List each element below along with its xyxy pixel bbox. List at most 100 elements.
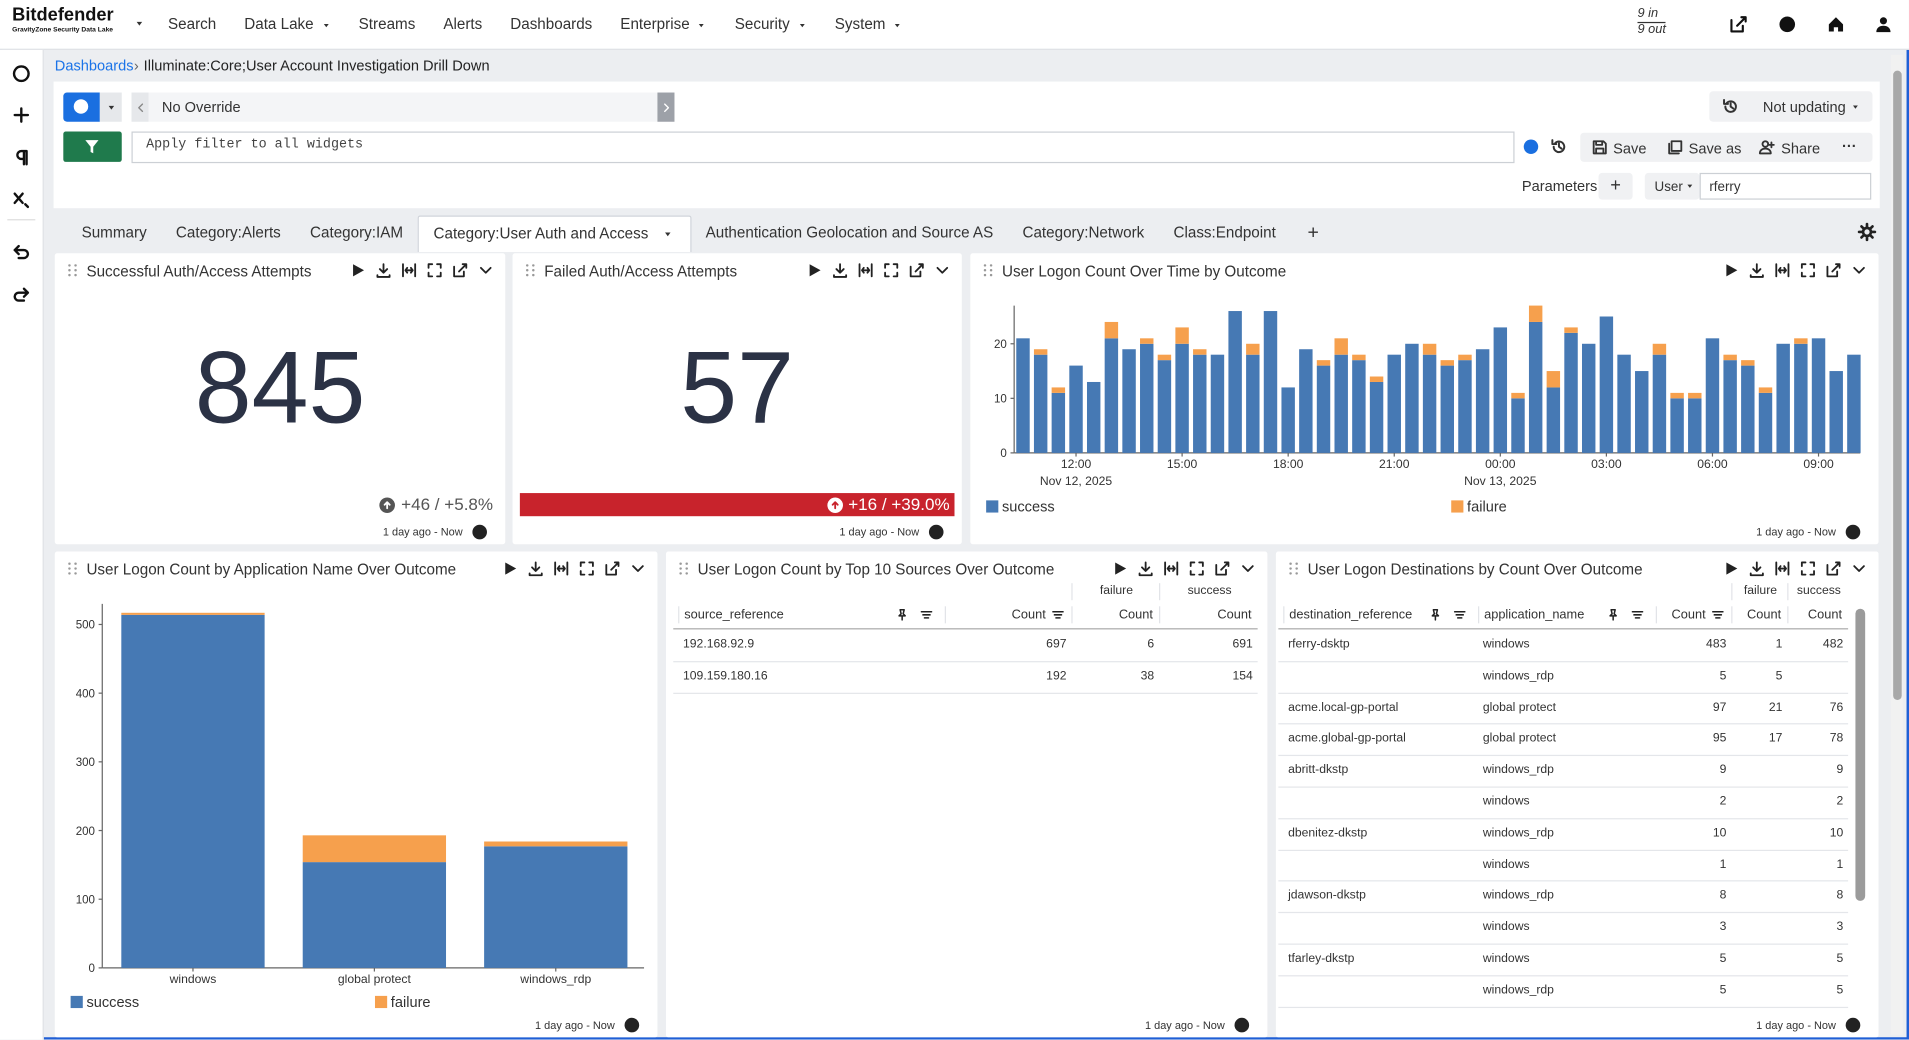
sort-column[interactable] [1454, 609, 1466, 621]
row-rule [1278, 692, 1848, 693]
bar-segment [1476, 349, 1489, 453]
bar-segment [1441, 360, 1454, 365]
bar-segment [1317, 366, 1330, 453]
bar-segment [1759, 393, 1772, 453]
bar-segment [1441, 366, 1454, 453]
x-tick-label: windows_rdp [519, 972, 591, 986]
y-tick-label: 500 [76, 620, 95, 632]
bar-segment [1423, 355, 1436, 453]
bar-segment [1087, 382, 1100, 453]
pin-column-glyph [899, 610, 905, 620]
table-cell: 1 [1787, 856, 1843, 873]
bar-segment [1723, 360, 1736, 453]
bar-segment [1582, 344, 1595, 453]
bar-segment [1458, 355, 1471, 360]
bar-segment [1370, 382, 1383, 453]
row-rule [1278, 755, 1848, 756]
column-header[interactable]: Count [1159, 606, 1252, 623]
table-cell: acme.global-gp-portal [1283, 731, 1473, 748]
row-rule [1278, 912, 1848, 913]
table-cell: 5 [1787, 982, 1843, 999]
table-cell: global protect [1478, 699, 1651, 716]
column-header[interactable]: source_reference [678, 606, 951, 623]
bar-segment [1158, 360, 1171, 453]
sort-column-glyph [1455, 612, 1465, 618]
bar-segment [484, 842, 627, 847]
bar-segment [1688, 393, 1701, 398]
x-tick-label: 03:00 [1591, 457, 1622, 471]
y-tick-label: 20 [994, 339, 1007, 351]
bar-segment [1334, 355, 1347, 453]
table-cell: windows [1478, 794, 1651, 811]
table-cell: 1 [1731, 637, 1782, 654]
table-cell: 192 [945, 668, 1067, 685]
bar-segment [1617, 355, 1630, 453]
bar-segment [1423, 344, 1436, 355]
bar-segment [1175, 344, 1188, 453]
y-tick-label: 300 [76, 757, 95, 769]
bar-segment [1511, 398, 1524, 453]
table-cell: 3 [1787, 919, 1843, 936]
table-cell: 9 [1787, 762, 1843, 779]
y-tick-label: 400 [76, 688, 95, 700]
bar-segment [1034, 355, 1047, 453]
table-cell: 5 [1787, 951, 1843, 968]
column-header[interactable]: Count [1071, 606, 1153, 623]
column-header[interactable]: Count [1787, 606, 1842, 623]
bar-segment [1246, 355, 1259, 453]
sort-column-glyph [1053, 612, 1063, 618]
pin-column-glyph [1610, 610, 1616, 620]
table-cell: dbenitez-dkstp [1283, 825, 1473, 842]
table-cell: 10 [1656, 825, 1727, 842]
bar-segment [1794, 344, 1807, 453]
table-cell: 95 [1656, 731, 1727, 748]
sort-column[interactable] [1052, 609, 1064, 621]
bar-segment [1741, 360, 1754, 365]
sort-column[interactable] [1712, 609, 1724, 621]
table-cell: 38 [1071, 668, 1154, 685]
bar-segment [1829, 371, 1842, 453]
sort-column-glyph [1713, 612, 1723, 618]
x-tick-label: 06:00 [1697, 457, 1728, 471]
x-tick-label: 12:00 [1061, 457, 1092, 471]
table-scrollbar[interactable] [1855, 609, 1865, 901]
pin-column[interactable] [1607, 609, 1619, 621]
sort-column[interactable] [920, 609, 932, 621]
column-header[interactable]: Count [945, 606, 1046, 623]
pin-column[interactable] [896, 609, 908, 621]
bar-segment [1564, 333, 1577, 453]
column-header[interactable]: Count [1656, 606, 1706, 623]
bar-segment [303, 835, 446, 862]
bar-segment [1211, 355, 1224, 453]
bar-segment [1281, 387, 1294, 452]
dashboard-settings[interactable] [1859, 224, 1875, 240]
column-header[interactable]: Count [1731, 606, 1781, 623]
table-cell: 482 [1787, 637, 1843, 654]
row-rule [673, 693, 1257, 694]
y-tick-label: 100 [76, 894, 95, 906]
row-rule [1278, 975, 1848, 976]
bar-segment [1352, 360, 1365, 453]
bar-segment [1653, 344, 1666, 355]
bar-segment [1034, 349, 1047, 354]
table-cell: windows_rdp [1478, 825, 1651, 842]
legend-label: success [1002, 499, 1055, 515]
legend-label: failure [391, 995, 431, 1011]
table-cell: tfarley-dkstp [1283, 951, 1473, 968]
bar-segment [1317, 360, 1330, 365]
bar-segment [1723, 355, 1736, 360]
bar-segment [1016, 338, 1029, 453]
bar-segment [1158, 355, 1171, 360]
bar-segment [1529, 322, 1542, 453]
pin-column[interactable] [1429, 609, 1441, 621]
dashboard-settings-glyph [1859, 224, 1875, 240]
table-cell: 97 [1656, 699, 1727, 716]
x-tick-label: 21:00 [1379, 457, 1410, 471]
table-cell: 483 [1656, 637, 1727, 654]
bar-segment [1564, 327, 1577, 332]
sort-column[interactable] [1631, 609, 1643, 621]
bar-segment [1458, 360, 1471, 453]
table-cell: 8 [1656, 888, 1727, 905]
table-cell: acme.local-gp-portal [1283, 699, 1473, 716]
